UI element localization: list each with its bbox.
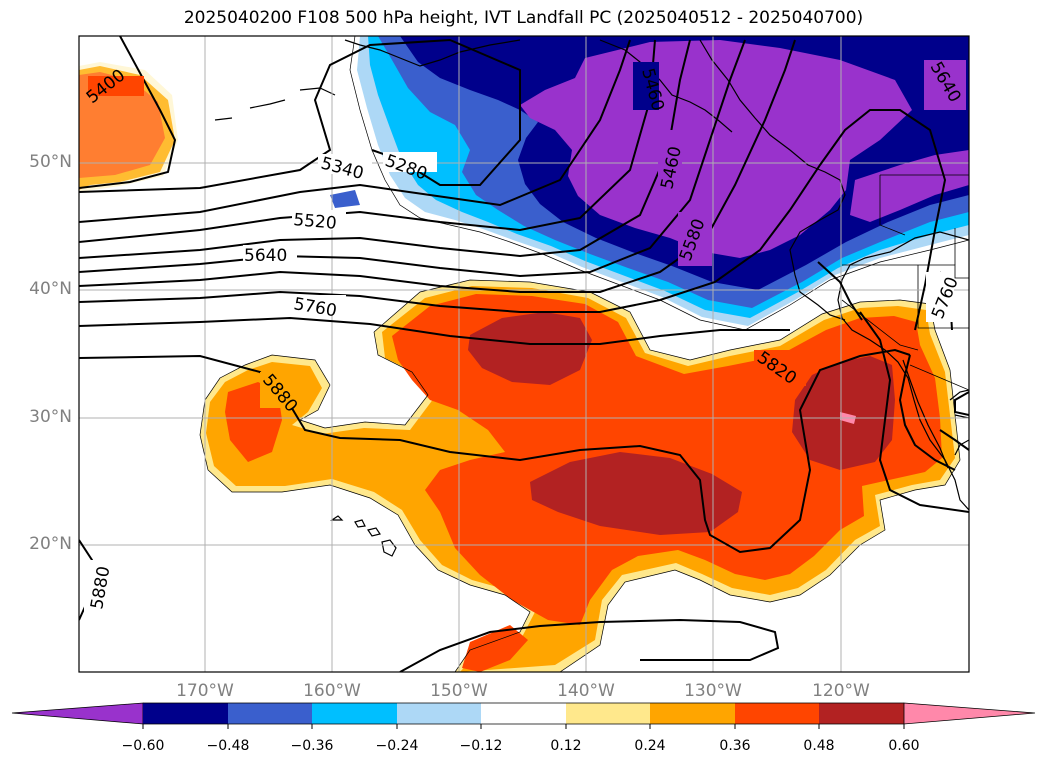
lon-label: 160°W <box>303 681 361 701</box>
lat-label: 40°N <box>29 279 72 299</box>
colorbar-cell <box>819 703 904 724</box>
colorbar-cell <box>481 703 566 724</box>
colorbar-tick-label: 0.60 <box>888 738 920 754</box>
contour-label: 5520 <box>293 210 338 234</box>
lon-label: 140°W <box>557 681 615 701</box>
colorbar-tick-label: −0.12 <box>459 738 503 754</box>
map-plot-area <box>79 36 969 672</box>
coastlines <box>214 39 969 511</box>
colorbar-cell <box>312 703 397 724</box>
contour-label: 5640 <box>244 246 287 266</box>
colorbar-cell <box>11 702 144 725</box>
lat-label: 50°N <box>29 152 72 172</box>
colorbar-tick-label: −0.24 <box>375 738 419 754</box>
lon-label: 130°W <box>684 681 742 701</box>
colorbar-tick-label: −0.48 <box>206 738 250 754</box>
lon-label: 120°W <box>812 681 870 701</box>
lon-label: 170°W <box>176 681 234 701</box>
colorbar-tick-label: 0.48 <box>803 738 835 754</box>
hawaii-islands <box>330 515 397 557</box>
colorbar-tick-label: 0.36 <box>719 738 751 754</box>
colorbar-cell <box>903 702 1036 725</box>
lat-label: 20°N <box>29 534 72 554</box>
colorbar <box>11 702 1036 729</box>
gridlines <box>79 36 969 672</box>
height-contours <box>79 36 969 672</box>
colorbar-tick-label: −0.60 <box>121 738 165 754</box>
colorbar-cell <box>566 703 650 724</box>
colorbar-cell <box>650 703 735 724</box>
map-title: 2025040200 F108 500 hPa height, IVT Land… <box>183 8 864 28</box>
colorbar-tick-label: 0.12 <box>550 738 582 754</box>
colorbar-tick-label: −0.36 <box>290 738 334 754</box>
colorbar-cell <box>143 703 228 724</box>
colorbar-cell <box>397 703 481 724</box>
contour-labels: 5400 5340 5280 5520 5640 5760 5880 5460 … <box>83 59 966 612</box>
colorbar-cell <box>735 703 819 724</box>
colorbar-cell <box>228 703 312 724</box>
map-frame <box>78 35 970 673</box>
lon-label: 150°W <box>430 681 488 701</box>
colorbar-tick-label: 0.24 <box>634 738 666 754</box>
lat-label: 30°N <box>29 407 72 427</box>
